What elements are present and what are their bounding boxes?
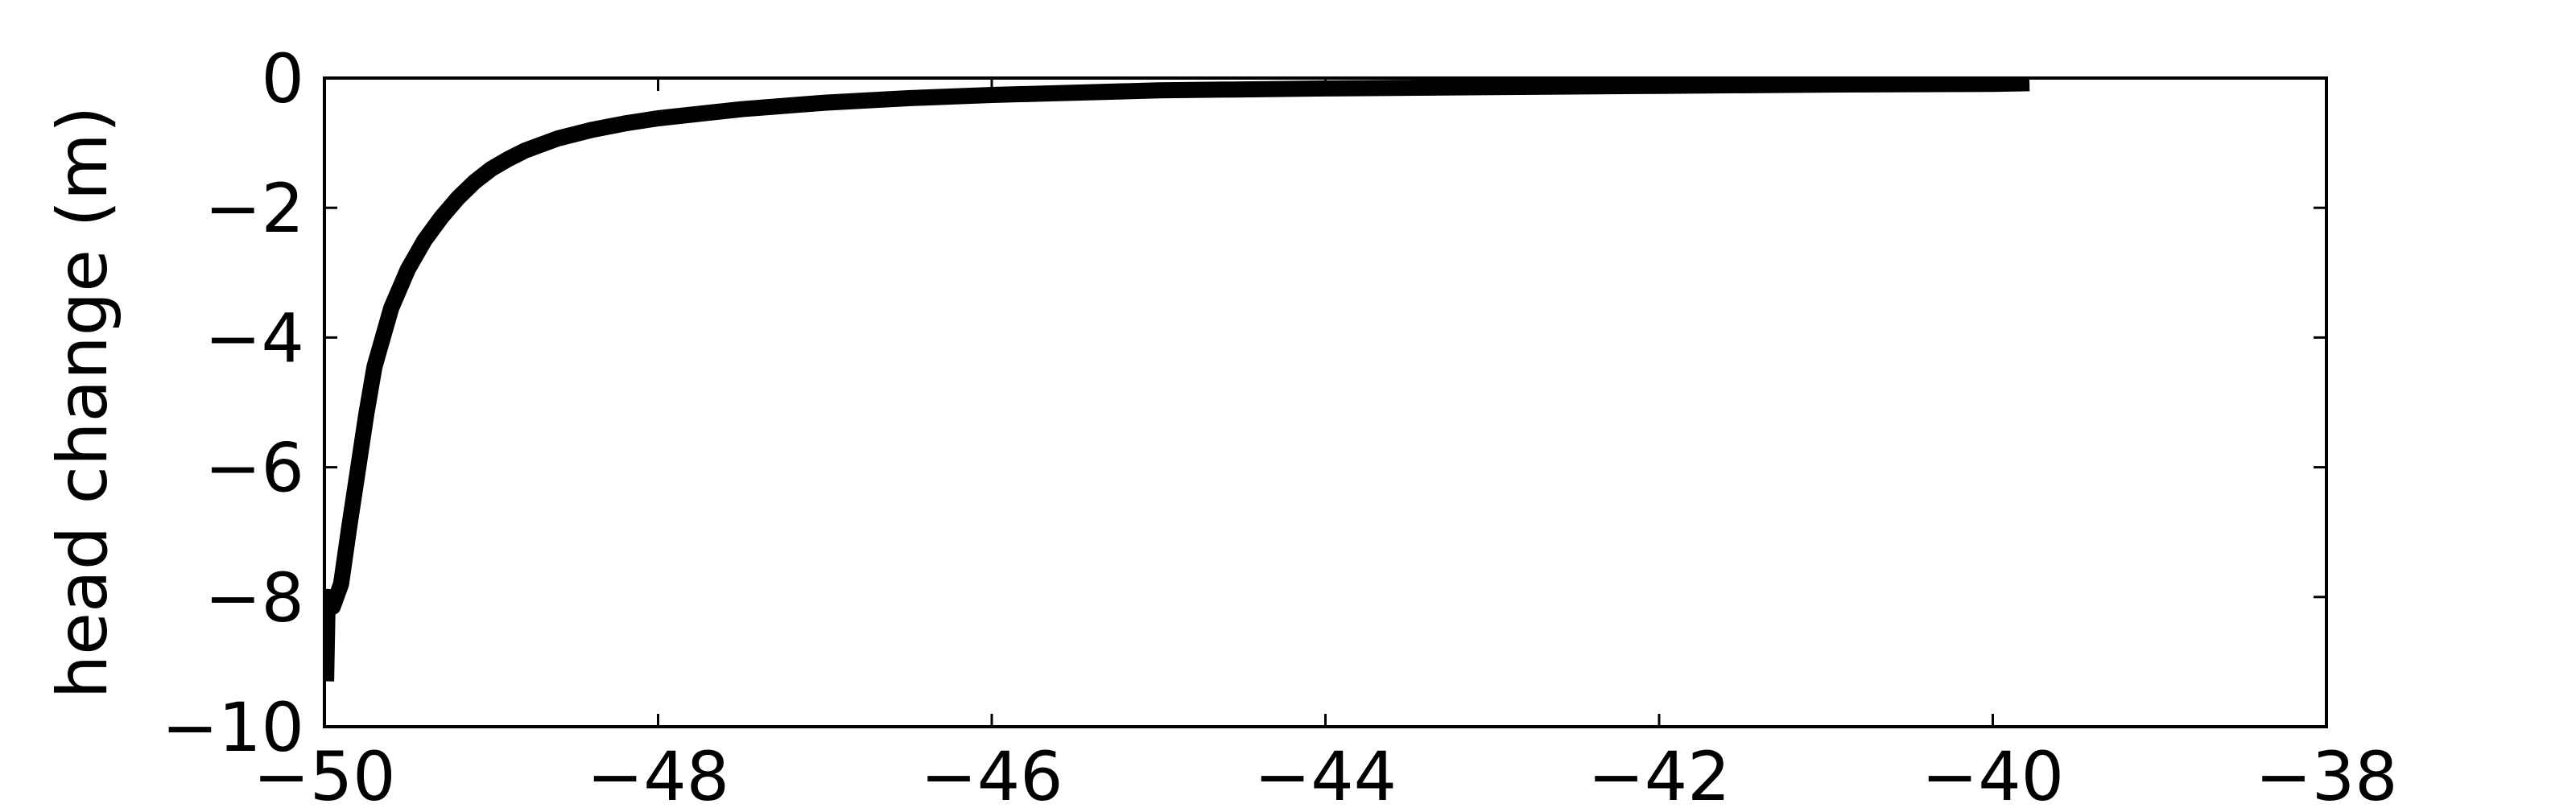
y-axis-label: head change (m) — [43, 106, 123, 699]
plot-area-frame — [324, 78, 2326, 727]
y-tick-label-4: −2 — [204, 169, 304, 248]
y-tick-label-2: −6 — [204, 429, 304, 508]
x-tick-label-2: −46 — [920, 737, 1063, 805]
y-tick-label-0: −10 — [162, 688, 304, 767]
x-tick-label-3: −44 — [1254, 737, 1397, 805]
x-tick-label-6: −38 — [2255, 737, 2397, 805]
x-tick-label-4: −42 — [1587, 737, 1730, 805]
x-tick-label-5: −40 — [1922, 737, 2064, 805]
x-tick-label-1: −48 — [587, 737, 729, 805]
y-tick-label-1: −8 — [204, 559, 304, 637]
y-tick-label-5: 0 — [262, 39, 304, 118]
series-line-0 — [326, 83, 2029, 681]
y-tick-label-3: −4 — [204, 299, 304, 377]
